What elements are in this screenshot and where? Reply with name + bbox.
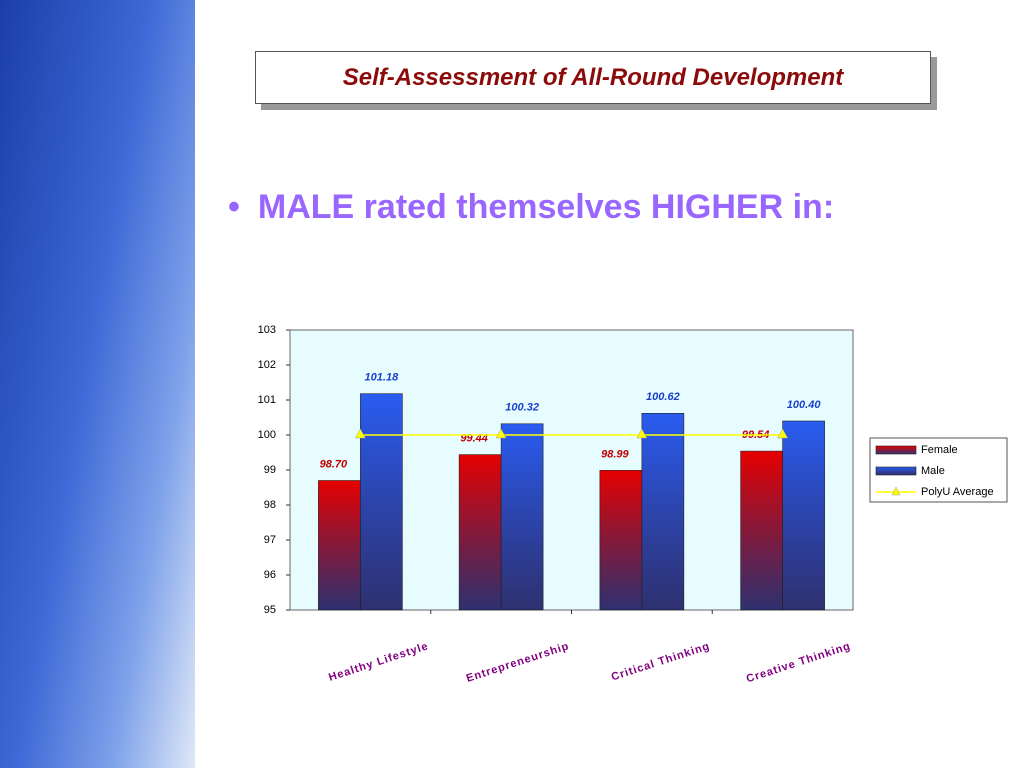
title-box: Self-Assessment of All-Round Development bbox=[255, 51, 931, 104]
bullet-text: MALE rated themselves HIGHER in: bbox=[257, 188, 835, 226]
value-label: 101.18 bbox=[365, 372, 400, 384]
bar bbox=[740, 450, 783, 611]
x-tick-label: Critical Thinking bbox=[610, 640, 712, 683]
y-tick-label: 97 bbox=[264, 534, 276, 546]
line-marker bbox=[636, 428, 648, 439]
y-tick-label: 95 bbox=[264, 604, 276, 616]
y-tick-label: 100 bbox=[258, 429, 276, 441]
x-tick-label: Creative Thinking bbox=[745, 640, 853, 685]
y-tick-label: 101 bbox=[258, 394, 276, 406]
bar bbox=[318, 480, 361, 611]
bar bbox=[360, 393, 403, 611]
y-tick-label: 99 bbox=[264, 464, 276, 476]
x-tick-label: Healthy Lifestyle bbox=[327, 640, 430, 684]
decorative-photo bbox=[0, 0, 195, 768]
y-tick-label: 96 bbox=[264, 569, 276, 581]
slide-title: Self-Assessment of All-Round Development bbox=[342, 63, 844, 91]
bar bbox=[782, 420, 825, 611]
value-label: 100.40 bbox=[787, 399, 822, 411]
x-tick-label: Entrepreneurship bbox=[465, 640, 571, 685]
legend-label: Female bbox=[921, 444, 958, 456]
legend-marker bbox=[891, 486, 901, 496]
bar bbox=[641, 412, 685, 611]
bar bbox=[458, 454, 502, 611]
y-tick-label: 98 bbox=[264, 499, 276, 511]
legend-swatch bbox=[875, 445, 917, 455]
legend-label: PolyU Average bbox=[921, 486, 994, 498]
bullet: • MALE rated themselves HIGHER in: bbox=[228, 188, 835, 226]
y-tick-label: 103 bbox=[258, 324, 276, 336]
value-label: 100.62 bbox=[646, 391, 680, 403]
line-marker bbox=[354, 428, 366, 439]
line-marker bbox=[495, 428, 507, 439]
value-label: 98.70 bbox=[320, 458, 348, 470]
legend-swatch bbox=[875, 466, 917, 476]
legend-label: Male bbox=[921, 465, 945, 477]
bar bbox=[599, 470, 643, 611]
value-label: 100.32 bbox=[505, 402, 539, 414]
y-tick-label: 102 bbox=[258, 359, 276, 371]
bar bbox=[500, 423, 544, 611]
value-label: 98.99 bbox=[601, 448, 629, 460]
line-marker bbox=[777, 428, 789, 439]
